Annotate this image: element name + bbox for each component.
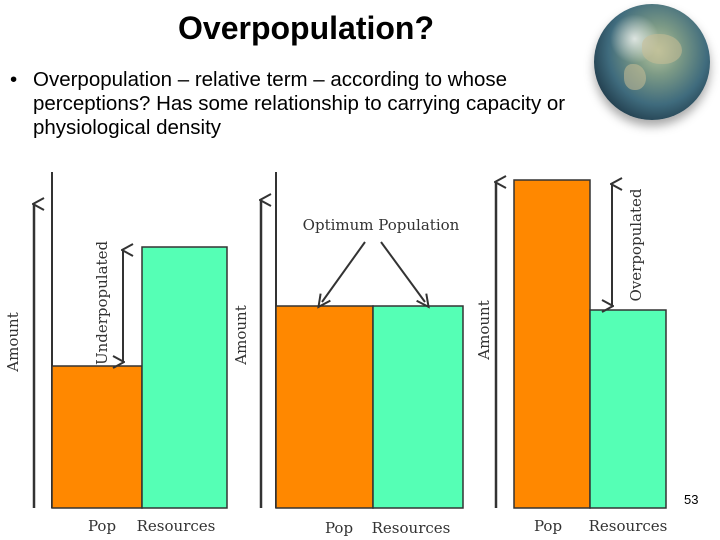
resources-bar — [589, 309, 667, 509]
pop-label: Pop — [325, 519, 353, 537]
page-number: 53 — [684, 492, 699, 507]
amount-axis-label: Amount — [4, 312, 22, 372]
earth-globe-icon — [594, 4, 710, 120]
slide-title: Overpopulation? — [178, 10, 434, 46]
amount-axis-label: Amount — [232, 305, 250, 365]
panel-overpopulated: Amount Overpopulated Pop Resources — [475, 180, 667, 535]
underpopulated-label: Underpopulated — [93, 241, 111, 365]
resources-label: Resources — [372, 519, 451, 537]
overpopulated-label: Overpopulated — [627, 188, 645, 301]
resources-label: Resources — [137, 517, 216, 535]
resources-bar — [141, 246, 228, 509]
bullet-text: Overpopulation – relative term – accordi… — [33, 68, 566, 139]
optimum-arrow-left — [322, 241, 366, 302]
optimum-arrow-right — [380, 241, 425, 302]
amount-axis-label: Amount — [475, 300, 493, 360]
panel-optimum: Amount Optimum Population Pop Resources — [232, 172, 464, 537]
pop-label: Pop — [88, 517, 116, 535]
bullet-point: • Overpopulation – relative term – accor… — [10, 68, 570, 140]
optimum-population-label: Optimum Population — [303, 216, 460, 234]
pop-bar — [51, 365, 143, 509]
pop-bar — [275, 305, 374, 509]
globe-land-shape — [624, 64, 646, 90]
pop-label: Pop — [534, 517, 562, 535]
globe-land-shape — [642, 34, 682, 64]
panel-underpopulated: Amount Underpopulated Pop Resources — [4, 172, 228, 535]
bullet-marker: • — [10, 68, 18, 91]
resources-label: Resources — [589, 517, 668, 535]
resources-bar — [372, 305, 464, 509]
pop-bar — [513, 179, 591, 509]
population-resources-diagram: Amount Underpopulated Pop Resources Amou… — [4, 172, 667, 537]
